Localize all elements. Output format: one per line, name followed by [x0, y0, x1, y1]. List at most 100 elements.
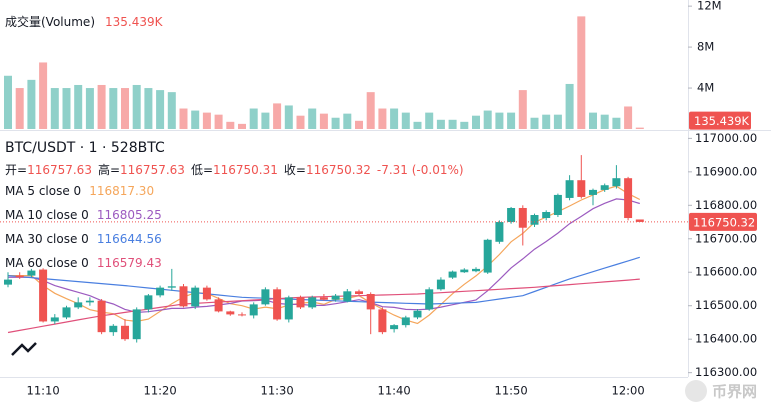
ma-legend-name: MA 60 close 0 [5, 256, 89, 270]
last-price-label: 116750.32 [693, 215, 755, 229]
candle-body [202, 287, 211, 300]
volume-bar [331, 117, 340, 129]
volume-bar [273, 103, 282, 129]
volume-bar [425, 112, 434, 129]
candle-body [624, 178, 633, 219]
volume-bar [553, 114, 562, 129]
x-tick-label: 11:30 [261, 384, 294, 398]
ohlc-value: 116757.63 [27, 163, 92, 177]
ohlc-legend: 开=116757.63 高=116757.63 低=116750.31 收=11675… [5, 162, 464, 177]
candle-body [167, 286, 176, 288]
volume-bar [483, 110, 492, 129]
last-price-badge [689, 212, 757, 231]
volume-bar [577, 16, 586, 130]
volume-bar [390, 108, 399, 129]
chart-title: BTC/USDT · 1 · 528BTC [5, 140, 165, 156]
volume-bar [542, 114, 551, 129]
volume-bar [565, 83, 574, 129]
volume-legend: 成交量(Volume) 135.439K [5, 14, 164, 29]
candle-body [85, 300, 94, 303]
ohlc-value: 116757.63 [120, 163, 185, 177]
candle-body [144, 295, 153, 310]
candle-body [4, 279, 12, 285]
volume-bar [600, 114, 609, 129]
volume-bar [460, 121, 469, 129]
candle-body [109, 325, 118, 333]
volume-bar [27, 79, 36, 129]
ma-legend-name: MA 10 close 0 [5, 208, 89, 222]
volume-bar [144, 88, 153, 129]
volume-bar [495, 112, 504, 129]
price-tick-label: 116600.00 [695, 265, 757, 279]
ma-legend-value: 116644.56 [97, 232, 162, 246]
volume-bar [226, 121, 235, 129]
candle-body [179, 286, 188, 307]
volume-bar [308, 108, 317, 129]
ohlc-label: 低= [191, 163, 213, 177]
volume-bar [518, 90, 527, 129]
logo [11, 342, 37, 356]
ma-legend: MA 30 close 0 116644.56 [5, 232, 162, 246]
volume-bar [261, 112, 270, 129]
candle-body [589, 189, 597, 195]
candle-body [390, 325, 399, 330]
candle-body [27, 270, 36, 276]
volume-badge [689, 111, 751, 130]
ma-legend: MA 60 close 0 116579.43 [5, 256, 162, 270]
ohlc-label: 收= [284, 163, 306, 177]
price-tick-label: 116700.00 [695, 231, 757, 245]
volume-bar [624, 106, 633, 129]
candle-body [249, 304, 258, 316]
candle-body [97, 300, 106, 333]
change-value: -7.31 (-0.01%) [377, 163, 464, 177]
volume-bar [530, 117, 539, 129]
ma-line [8, 198, 640, 314]
candle-body [156, 287, 165, 296]
volume-bar [507, 112, 516, 129]
candle-body [308, 297, 317, 308]
volume-bar [612, 117, 621, 129]
candle-body [284, 297, 293, 320]
candle-body [319, 297, 328, 300]
candle-body [507, 207, 516, 223]
ma-legend-name: MA 5 close 0 [5, 184, 81, 198]
volume-bar [589, 112, 597, 129]
candle-body [355, 291, 363, 294]
candle-body [600, 185, 609, 190]
x-tick-label: 11:50 [495, 384, 528, 398]
candle-body [226, 311, 235, 315]
x-tick-label: 11:40 [378, 384, 411, 398]
volume-tick-label: 4M [697, 81, 714, 95]
volume-tick-label: 12M [697, 0, 722, 13]
volume-bar [39, 62, 48, 130]
volume-bar [284, 105, 293, 129]
volume-bar [74, 84, 83, 129]
volume-bar [202, 112, 211, 129]
volume-bar [132, 84, 141, 129]
price-tick-label: 116800.00 [695, 198, 757, 212]
volume-bar [296, 115, 305, 129]
volume-bar [472, 115, 480, 129]
volume-bar [319, 113, 328, 129]
volume-bar [167, 92, 176, 129]
volume-bar [15, 88, 24, 129]
volume-bar [436, 119, 445, 129]
candle-body [448, 271, 457, 278]
candle-body [296, 297, 305, 308]
candle-body [378, 309, 387, 333]
ma-legend-value: 116579.43 [97, 256, 162, 270]
candle-body [214, 299, 223, 312]
volume-tick-label: 8M [697, 40, 714, 54]
volume-bar [156, 90, 165, 129]
volume-legend-value: 135.439K [105, 15, 164, 29]
volume-bar [62, 88, 71, 129]
volume-bar [401, 112, 410, 129]
ma-legend-value: 116817.30 [89, 184, 154, 198]
candle-body [413, 310, 422, 318]
candle-body [15, 275, 24, 278]
volume-bar [238, 123, 246, 129]
candle-body [50, 317, 59, 322]
candle-body [238, 314, 246, 316]
